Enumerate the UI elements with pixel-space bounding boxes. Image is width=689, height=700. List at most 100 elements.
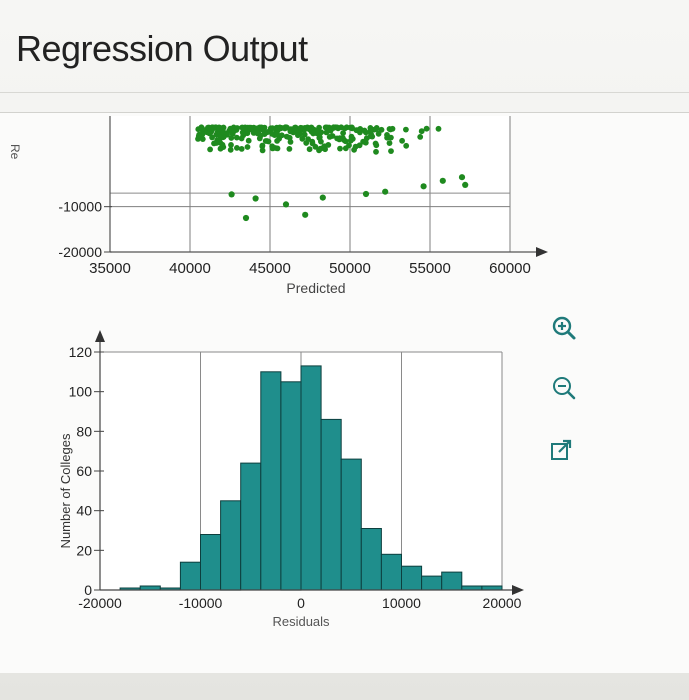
scatter-point	[306, 126, 313, 133]
scatter-point	[278, 132, 285, 139]
scatter-point	[274, 145, 281, 152]
scatter-point	[348, 133, 355, 140]
histogram-y-tick-label: 40	[76, 503, 92, 519]
histogram-bar	[260, 371, 282, 591]
scatter-point	[282, 201, 290, 208]
scatter-point	[301, 131, 308, 138]
scatter-x-tick-label: 60000	[489, 260, 531, 277]
scatter-point	[284, 124, 290, 131]
scatter-point	[388, 134, 394, 141]
histogram-bar	[220, 500, 242, 591]
scatter-point	[206, 124, 212, 131]
title-divider	[0, 92, 689, 93]
scatter-point	[209, 134, 216, 141]
scatter-x-tick-label: 40000	[169, 260, 211, 277]
scatter-point	[367, 128, 374, 134]
scatter-point	[373, 148, 379, 155]
scatter-point	[228, 142, 234, 148]
scatter-point	[227, 146, 234, 153]
histogram-y-tick-label: 100	[69, 384, 93, 400]
scatter-point	[312, 143, 319, 150]
scatter-point	[234, 125, 241, 131]
scatter-point	[238, 146, 245, 152]
scatter-point	[264, 129, 271, 136]
scatter-x-axis-label: Predicted	[286, 280, 345, 296]
scatter-point	[403, 126, 409, 133]
histogram-y-tick-label: 80	[76, 423, 92, 439]
scatter-point	[423, 125, 430, 132]
scatter-point	[274, 131, 280, 138]
histogram-y-axis-arrow	[95, 330, 105, 342]
histogram-x-tick-label: 20000	[483, 595, 522, 611]
scatter-point	[259, 143, 266, 150]
scatter-point	[347, 124, 354, 131]
scatter-point	[269, 131, 276, 137]
scatter-point	[217, 134, 224, 141]
histogram-y-tick-label: 0	[84, 582, 92, 598]
scatter-point	[337, 135, 343, 142]
scatter-point	[245, 137, 252, 144]
scatter-point	[252, 195, 259, 202]
scatter-point	[309, 138, 316, 145]
scatter-x-tick-label: 35000	[89, 260, 131, 277]
scatter-point	[337, 145, 343, 152]
scatter-point	[420, 183, 427, 190]
scatter-point	[375, 130, 382, 137]
scatter-point	[247, 124, 254, 131]
scatter-plot-area	[110, 116, 510, 252]
histogram-x-tick-label: 0	[297, 595, 305, 611]
scatter-point	[254, 125, 261, 132]
histogram-bar	[300, 365, 322, 591]
scatter-point	[299, 135, 306, 142]
scatter-point	[262, 138, 269, 144]
page-title: Regression Output	[16, 28, 308, 69]
zoom-out-icon	[553, 377, 576, 400]
scatter-point	[199, 136, 206, 142]
zoom-in-icon	[552, 316, 576, 340]
zoom-in-button[interactable]	[549, 313, 579, 343]
external-link-icon	[551, 439, 572, 460]
histogram-y-tick-label: 60	[76, 463, 92, 479]
scatter-point	[386, 140, 393, 146]
scatter-point	[216, 125, 223, 132]
scatter-y-tick-label: -10000	[58, 199, 102, 215]
scatter-point	[327, 127, 334, 134]
scatter-point	[362, 139, 369, 146]
histogram-bar	[360, 528, 382, 591]
scatter-point	[325, 142, 332, 148]
histogram-bar	[320, 418, 342, 591]
scatter-point	[297, 124, 304, 131]
scatter-point	[254, 130, 261, 137]
scatter-x-tick-label: 50000	[329, 260, 371, 277]
scatter-point	[238, 135, 245, 142]
open-new-window-button[interactable]	[546, 435, 576, 465]
histogram-bar	[441, 571, 463, 591]
histogram-bar	[340, 458, 362, 591]
scatter-point	[322, 124, 329, 131]
histogram-bar	[179, 561, 201, 591]
scatter-point	[242, 214, 250, 222]
scatter-point	[341, 125, 348, 132]
scatter-point	[306, 146, 313, 153]
histogram-bar	[421, 575, 443, 591]
scatter-point	[373, 126, 380, 132]
scatter-point	[286, 134, 293, 141]
scatter-point	[351, 146, 357, 153]
histogram-x-axis-arrow	[512, 585, 524, 595]
scatter-point	[435, 125, 442, 132]
scatter-point	[286, 146, 293, 152]
scatter-point	[240, 124, 246, 131]
scatter-point	[378, 126, 385, 133]
histogram-bar	[401, 565, 423, 591]
scatter-point	[362, 190, 370, 198]
scatter-point	[199, 131, 206, 138]
histogram-x-tick-label: -20000	[78, 595, 122, 611]
scatter-point	[292, 125, 299, 132]
zoom-out-button[interactable]	[549, 373, 579, 403]
scatter-point	[316, 147, 322, 154]
scatter-point	[319, 194, 326, 201]
scatter-point	[276, 124, 283, 131]
histogram-y-tick-label: 120	[69, 344, 93, 360]
scatter-point	[462, 181, 469, 188]
